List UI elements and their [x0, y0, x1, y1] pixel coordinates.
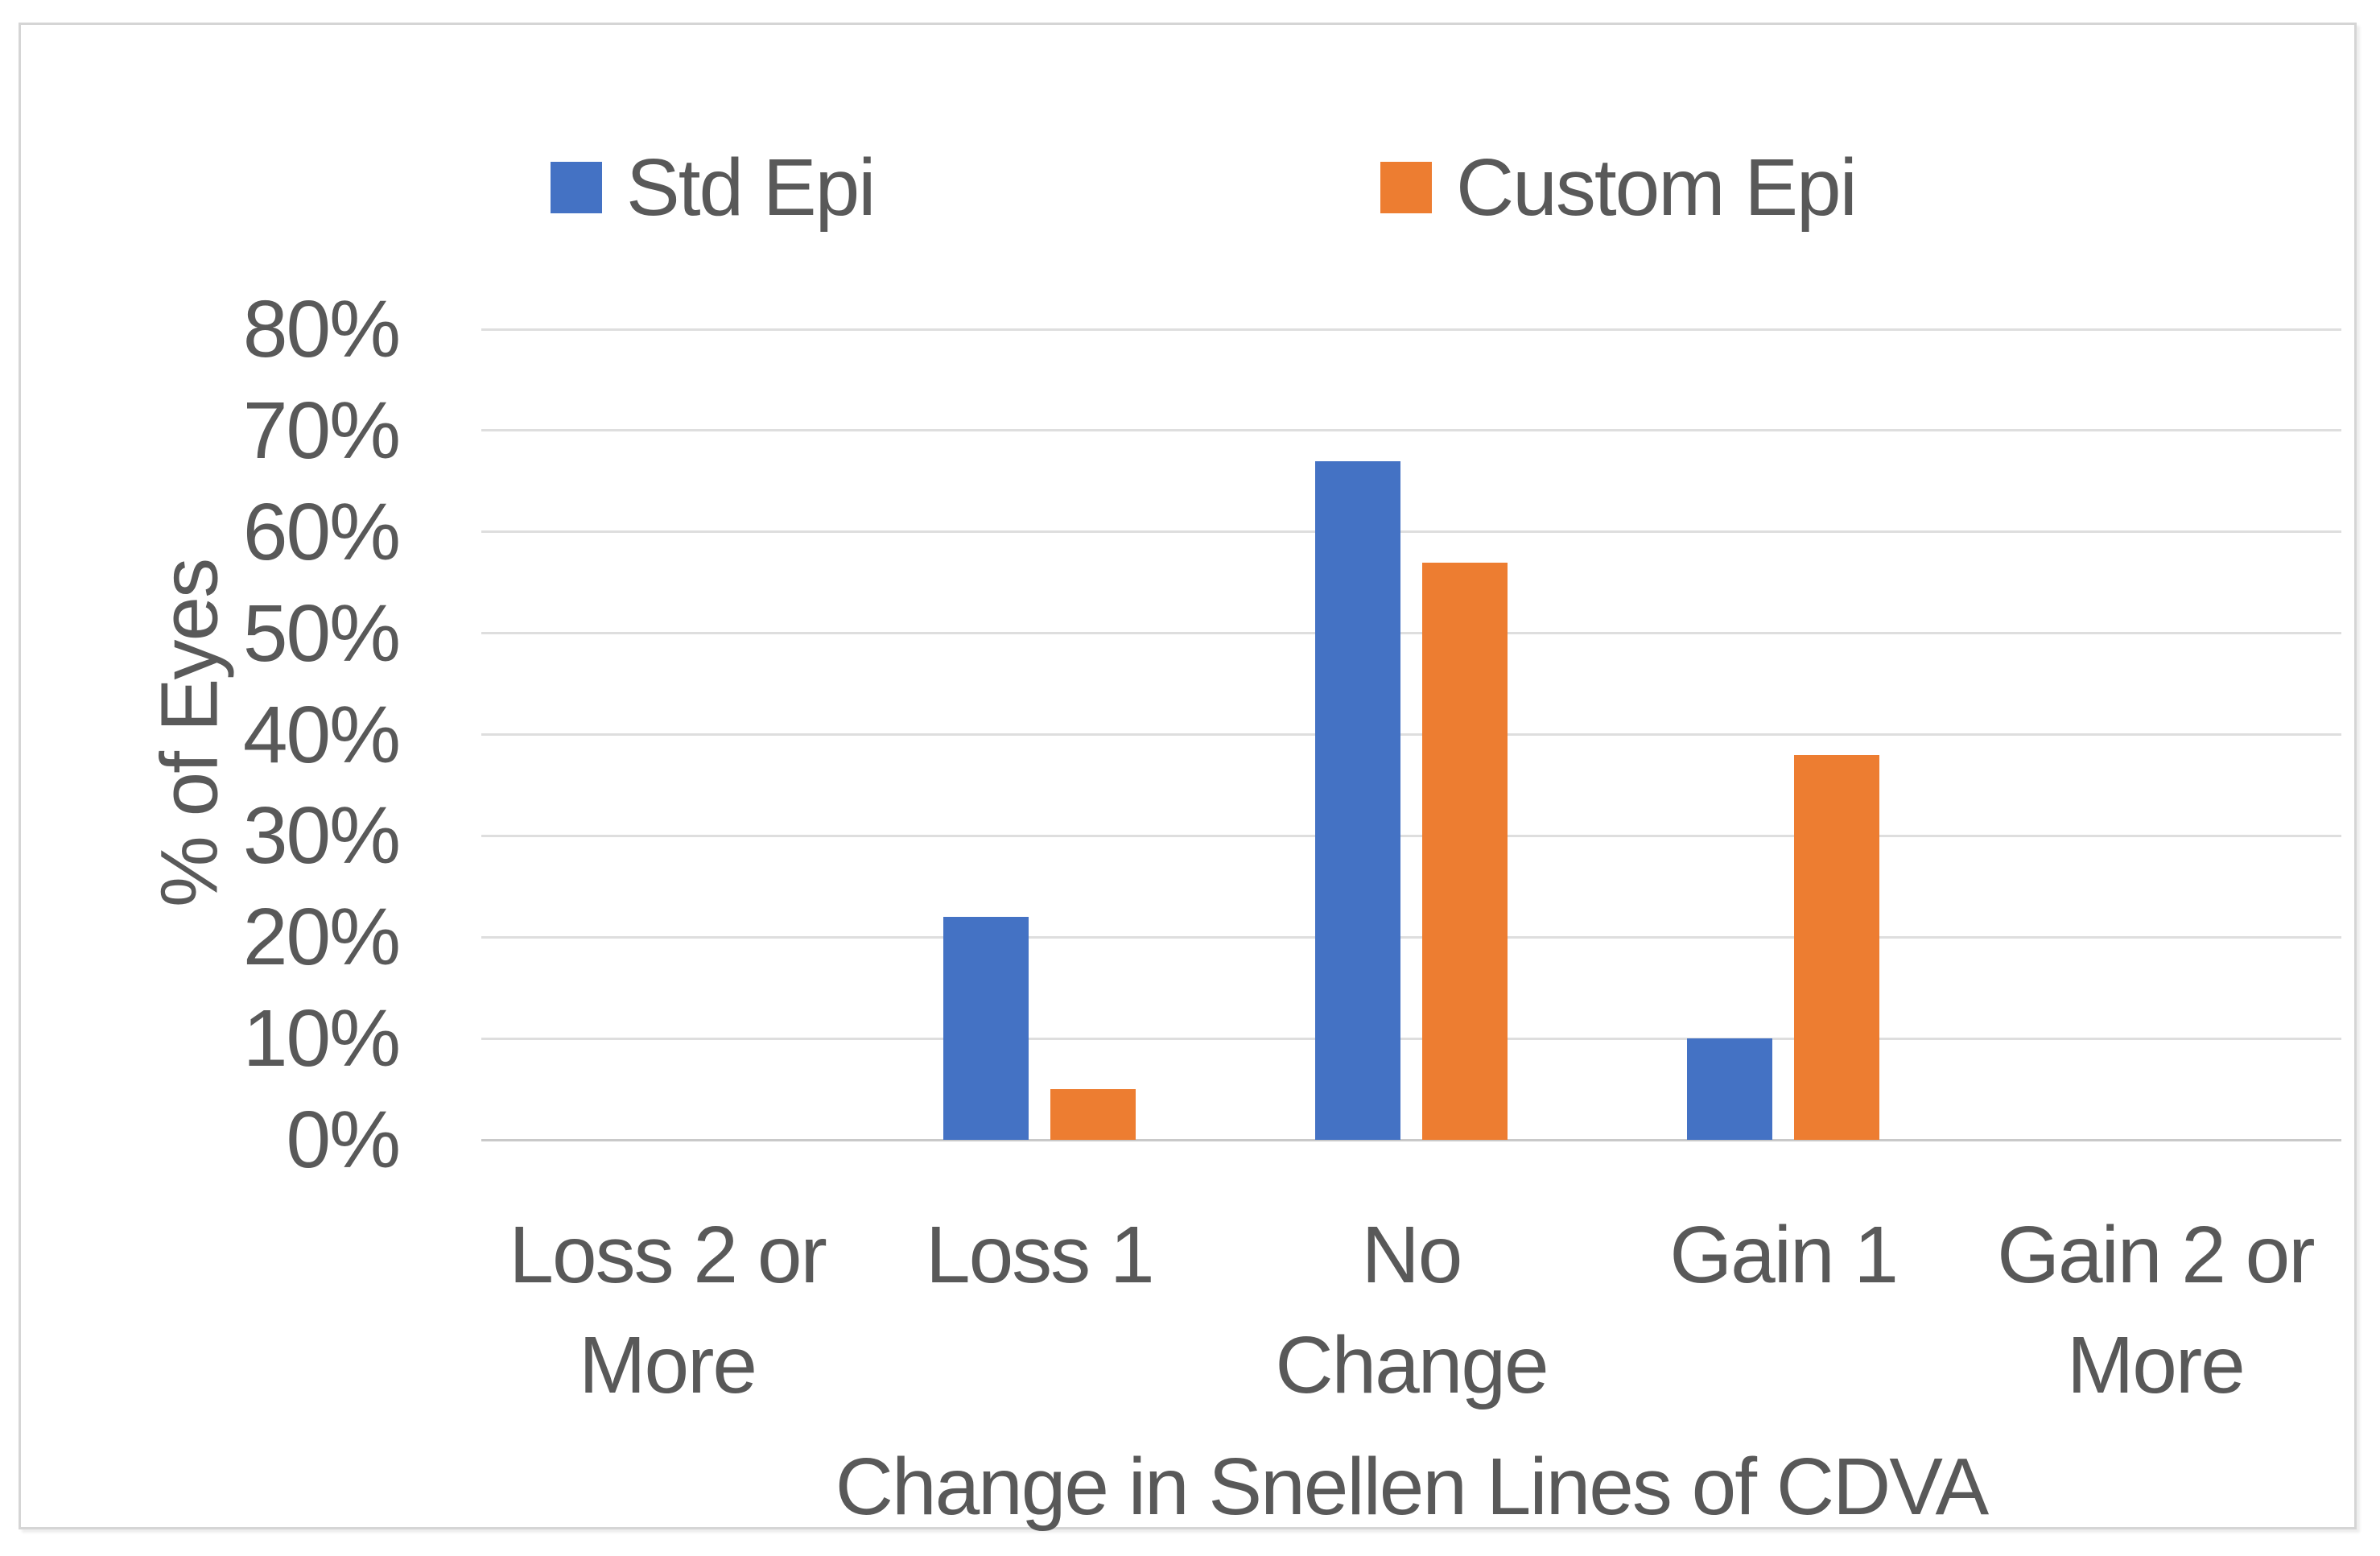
legend-item-std-epi: Std Epi — [551, 142, 876, 233]
bar-custom-epi-loss-1 — [1050, 1089, 1136, 1140]
legend-label-std-epi: Std Epi — [626, 142, 876, 233]
gridline-50 — [481, 632, 2341, 635]
y-tick-label-30: 30% — [242, 790, 401, 881]
gridline-10 — [481, 1037, 2341, 1040]
x-axis-title: Change in Snellen Lines of CDVA — [835, 1442, 1990, 1532]
y-tick-label-70: 70% — [242, 385, 401, 476]
legend-label-custom-epi: Custom Epi — [1456, 142, 1858, 233]
bar-std-epi-loss-1 — [943, 917, 1029, 1140]
y-tick-label-0: 0% — [286, 1095, 401, 1185]
bar-std-epi-gain-1 — [1687, 1038, 1773, 1140]
x-category-label-gain-1: Gain 1 — [1669, 1210, 1899, 1300]
gridline-60 — [481, 530, 2341, 534]
legend-swatch-custom-epi — [1380, 162, 1432, 213]
x-axis-line — [481, 1138, 2341, 1141]
bar-std-epi-no-change — [1315, 460, 1400, 1140]
gridline-40 — [481, 733, 2341, 736]
x-category-label-loss-2-or-more: Loss 2 or More — [509, 1210, 827, 1410]
gridline-30 — [481, 834, 2341, 837]
y-tick-label-40: 40% — [242, 689, 401, 780]
y-tick-label-60: 60% — [242, 486, 401, 577]
gridline-70 — [481, 429, 2341, 432]
y-tick-label-50: 50% — [242, 588, 401, 679]
gridline-80 — [481, 328, 2341, 331]
bar-custom-epi-no-change — [1422, 562, 1508, 1140]
x-category-label-loss-1: Loss 1 — [925, 1210, 1155, 1300]
bar-custom-epi-gain-1 — [1794, 754, 1880, 1140]
x-category-label-no-change: No Change — [1275, 1210, 1549, 1410]
legend-item-custom-epi: Custom Epi — [1380, 142, 1858, 233]
legend-swatch-std-epi — [551, 162, 602, 213]
plot-area — [481, 328, 2341, 1141]
x-category-label-gain-2-or-more: Gain 2 or More — [1997, 1210, 2315, 1410]
y-tick-label-10: 10% — [242, 993, 401, 1084]
y-tick-label-80: 80% — [242, 284, 401, 374]
y-tick-label-20: 20% — [242, 892, 401, 983]
gridline-20 — [481, 935, 2341, 939]
chart-frame: Std Epi Custom Epi % of Eyes 0% 10% 20% 30%… — [19, 23, 2357, 1532]
